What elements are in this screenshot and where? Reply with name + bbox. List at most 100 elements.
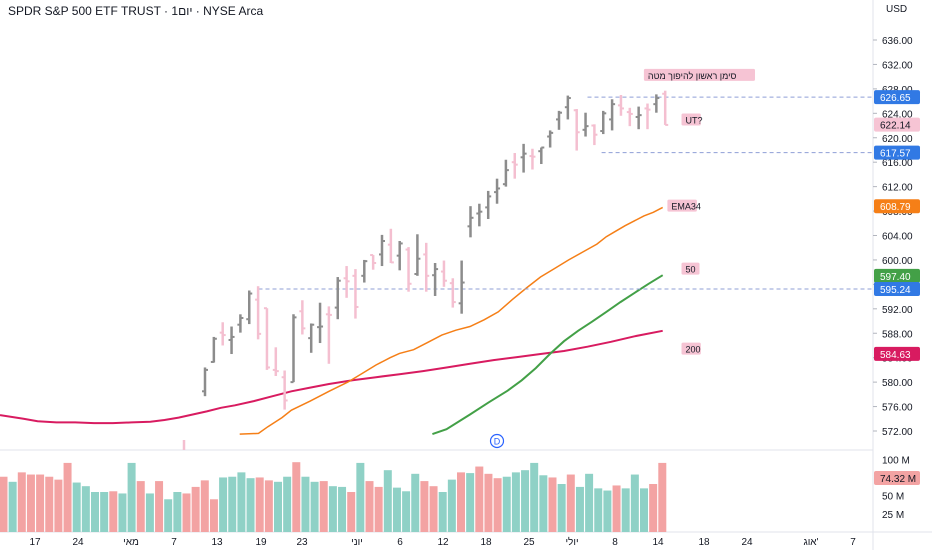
chart-annotation: EMA34 — [667, 199, 701, 212]
volume-bar — [136, 481, 145, 532]
volume-bar — [26, 474, 35, 532]
ohlc-bar — [325, 306, 332, 364]
volume-bar — [603, 490, 612, 532]
price-tag-label: 584.63 — [880, 350, 911, 361]
ohlc-bar — [432, 262, 439, 296]
ohlc-bar — [529, 148, 536, 170]
dividend-marker-label: D — [494, 437, 501, 447]
ohlc-bar — [644, 103, 651, 130]
price-tag-bg — [874, 346, 920, 361]
chart-annotation: סימן ראשון להיפוך מטה — [643, 68, 755, 81]
volume-bar — [566, 474, 575, 532]
volume-bar — [72, 482, 81, 532]
ohlc-bar — [396, 240, 403, 271]
price-tag-label: 622.14 — [880, 121, 911, 132]
volume-bar — [100, 492, 109, 532]
volume-tick-label: 50 M — [882, 492, 904, 503]
price-tag: 597.40 — [874, 268, 920, 283]
price-tick-label: 600.00 — [882, 256, 913, 267]
volume-bar — [255, 477, 264, 532]
ohlc-bar — [485, 190, 492, 220]
volume-bar — [36, 474, 45, 532]
volume-bar — [310, 481, 319, 532]
ohlc-bar — [573, 109, 580, 151]
volume-bar — [621, 488, 630, 532]
ma200-line — [0, 329, 663, 425]
volume-bar — [475, 466, 484, 532]
price-tag-bg — [874, 90, 920, 105]
price-tag: 608.79 — [874, 199, 920, 214]
time-tick-label: 24 — [741, 537, 753, 548]
price-tag-label: 626.65 — [880, 93, 911, 104]
volume-bar — [17, 472, 26, 532]
price-tag-label: 617.57 — [880, 149, 911, 160]
volume-bar — [383, 470, 392, 532]
ohlc-bar — [379, 234, 385, 267]
ohlc-bar — [352, 269, 359, 319]
price-tag-label: 595.24 — [880, 285, 911, 296]
ohlc-bar — [547, 130, 554, 148]
ma50-line — [432, 274, 664, 436]
time-tick-label: 14 — [652, 537, 664, 548]
volume-bar — [200, 480, 209, 532]
volume-bar — [466, 473, 475, 532]
volume-bar — [457, 472, 465, 532]
ohlc-bar — [246, 290, 253, 325]
volume-bar — [63, 462, 72, 532]
ohlc-bar — [210, 336, 217, 363]
ohlc-bar — [476, 203, 483, 227]
price-tag: 595.24 — [874, 282, 920, 297]
volume-tick-label: 100 M — [882, 455, 910, 466]
volume-bar — [319, 481, 328, 532]
time-tick-label: יוני — [351, 537, 363, 548]
volume-bar — [328, 486, 337, 532]
volume-bar — [530, 462, 539, 532]
price-tick-label: 580.00 — [882, 378, 913, 389]
ohlc-bar — [423, 242, 430, 292]
volume-bar — [585, 473, 594, 532]
volume-bar — [338, 486, 347, 532]
volume-bar — [246, 478, 255, 532]
price-panel[interactable] — [0, 90, 873, 450]
price-tag: 584.63 — [874, 346, 920, 361]
volume-bar — [374, 486, 383, 532]
price-tick-label: 616.00 — [882, 158, 913, 169]
volume-bar — [447, 479, 456, 532]
ohlc-bar — [405, 247, 412, 292]
ohlc-bar — [582, 112, 589, 137]
volume-bar — [81, 486, 90, 532]
time-axis[interactable]: 17 24 מאי 7 13 19 23 יוני 6 12 18 25 יולי 8 14 18 24 אוג'… — [29, 536, 856, 548]
ohlc-bar — [255, 286, 262, 340]
volume-bar — [264, 480, 273, 532]
price-tag: 617.57 — [874, 145, 920, 160]
time-tick-label: 18 — [480, 537, 492, 548]
time-tick-label: 8 — [612, 537, 618, 548]
volume-bar — [219, 477, 228, 532]
annotation-bg — [681, 262, 700, 275]
ohlc-bar — [334, 277, 341, 320]
volume-panel[interactable] — [0, 462, 667, 532]
ohlc-bar — [502, 159, 509, 187]
ohlc-bar — [626, 107, 633, 127]
ohlc-bar — [387, 228, 394, 264]
ohlc-bar — [308, 323, 315, 353]
currency-label: USD — [886, 4, 908, 15]
volume-tag-bg — [874, 470, 920, 485]
volume-bar — [145, 493, 154, 532]
price-tag-label: 608.79 — [880, 202, 911, 213]
volume-bar — [411, 473, 420, 532]
price-axis[interactable]: 636.00632.00628.00624.00620.00616.00612.… — [873, 36, 920, 521]
ohlc-bar — [202, 367, 208, 397]
price-tick-label: 636.00 — [882, 36, 913, 47]
annotation-text: EMA34 — [671, 202, 701, 212]
volume-bar — [191, 486, 200, 532]
ohlc-bar — [458, 260, 465, 314]
price-tag-bg — [874, 117, 920, 132]
price-tick-label: 588.00 — [882, 329, 913, 340]
volume-bar — [209, 499, 218, 532]
volume-bar — [118, 493, 127, 532]
ema34-line — [239, 206, 664, 435]
volume-bar — [658, 462, 667, 532]
